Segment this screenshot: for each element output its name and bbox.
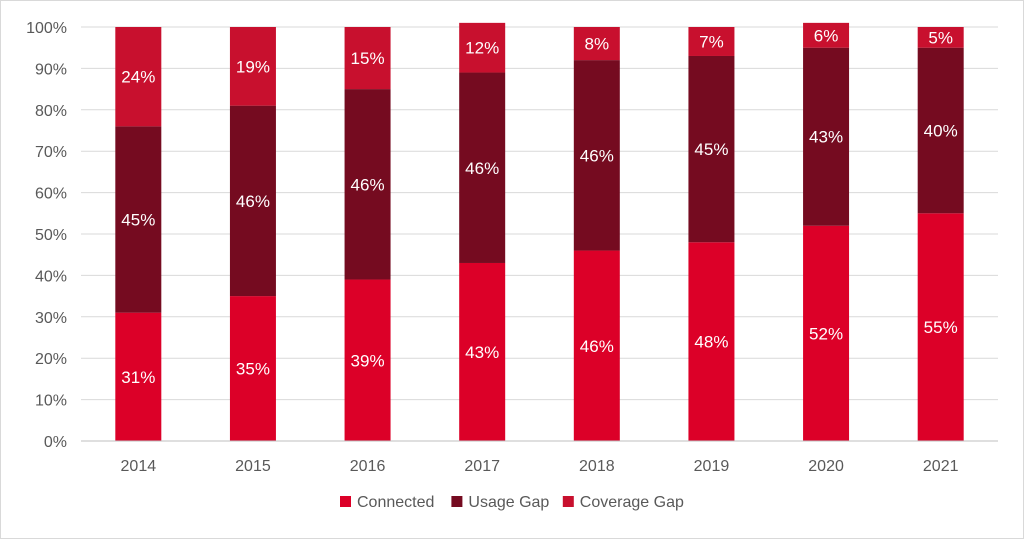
bar-segment-coverage-gap-2016 (344, 27, 391, 90)
data-label: 43% (465, 343, 499, 362)
y-tick-label: 50% (35, 227, 67, 244)
y-tick-label: 10% (35, 393, 67, 410)
legend-label: Usage Gap (468, 494, 549, 511)
data-label: 12% (465, 39, 499, 58)
bar-segment-connected-2017 (459, 262, 506, 441)
x-axis: 2014 2015 2016 2017 2018 2019 2020 2021 (81, 440, 998, 475)
data-label: 52% (809, 324, 843, 343)
x-tick-label: 2017 (464, 458, 500, 475)
bar-segment-usage-gap-2017 (459, 72, 506, 263)
data-label: 46% (236, 192, 270, 211)
gridlines (81, 26, 998, 442)
x-tick-label: 2016 (350, 458, 386, 475)
bar-segment-coverage-gap-2014 (115, 27, 162, 127)
bar-segment-coverage-gap-2019 (688, 27, 735, 56)
bar-segment-connected-2020 (803, 225, 850, 441)
data-label: 39% (351, 351, 385, 370)
x-tick-label: 2019 (694, 458, 730, 475)
y-tick-label: 20% (35, 351, 67, 368)
legend: Connected Usage Gap Coverage Gap (340, 494, 684, 511)
bar-segment-coverage-gap-2018 (573, 27, 620, 61)
y-tick-label: 90% (35, 61, 67, 78)
y-tick-label: 80% (35, 103, 67, 120)
data-label: 24% (121, 68, 155, 87)
bar-segment-connected-2014 (115, 312, 162, 441)
data-label: 7% (699, 32, 724, 51)
legend-swatch-coverage-gap (562, 496, 574, 507)
y-tick-label: 30% (35, 310, 67, 327)
data-label: 43% (809, 128, 843, 147)
bar-segment-usage-gap-2016 (344, 89, 391, 280)
data-label: 46% (580, 146, 614, 165)
legend-swatch-usage-gap (451, 496, 463, 507)
bar-segment-coverage-gap-2015 (229, 27, 276, 106)
bar-segment-usage-gap-2021 (917, 47, 964, 214)
x-tick-label: 2014 (121, 458, 157, 475)
y-tick-label: 60% (35, 186, 67, 203)
y-axis: 0% 10% 20% 30% 40% 50% 60% 70% 80% 90% 100% (26, 20, 67, 451)
bar-segment-connected-2019 (688, 242, 735, 441)
y-tick-label: 100% (26, 20, 67, 37)
bar-segment-usage-gap-2019 (688, 55, 735, 243)
bar-segment-usage-gap-2015 (229, 105, 276, 297)
y-tick-label: 70% (35, 144, 67, 161)
data-label: 8% (585, 35, 610, 54)
bar-segment-connected-2018 (573, 250, 620, 441)
data-label: 6% (814, 26, 839, 45)
data-label: 45% (121, 211, 155, 230)
data-label: 46% (580, 337, 614, 356)
bar-segment-connected-2016 (344, 279, 391, 441)
x-tick-label: 2018 (579, 458, 615, 475)
bar-segment-coverage-gap-2020 (803, 22, 850, 48)
data-label: 55% (924, 318, 958, 337)
bar-segment-connected-2021 (917, 213, 964, 441)
x-tick-label: 2021 (923, 458, 959, 475)
legend-label: Connected (357, 494, 434, 511)
data-label: 46% (465, 159, 499, 178)
y-tick-label: 0% (44, 434, 67, 451)
data-label: 40% (924, 122, 958, 141)
data-label: 5% (928, 28, 953, 47)
data-label: 15% (351, 49, 385, 68)
bars: 31% 45% 24% 35% 46% 19% 39% 46% 15% 43% 46% 12% 46% 4… (115, 22, 964, 441)
data-label: 31% (121, 368, 155, 387)
data-label: 48% (694, 333, 728, 352)
x-tick-label: 2020 (808, 458, 844, 475)
legend-swatch-connected (340, 496, 351, 507)
x-tick-label: 2015 (235, 458, 271, 475)
data-label: 46% (351, 175, 385, 194)
bar-segment-usage-gap-2014 (115, 126, 162, 313)
bar-segment-coverage-gap-2021 (917, 27, 964, 48)
legend-label: Coverage Gap (580, 494, 684, 511)
bar-segment-usage-gap-2018 (573, 60, 620, 251)
bar-segment-usage-gap-2020 (803, 47, 850, 226)
bar-segment-coverage-gap-2017 (459, 22, 506, 73)
data-label: 19% (236, 57, 270, 76)
data-label: 35% (236, 360, 270, 379)
bar-segment-connected-2015 (229, 296, 276, 441)
y-tick-label: 40% (35, 268, 67, 285)
data-label: 45% (694, 140, 728, 159)
